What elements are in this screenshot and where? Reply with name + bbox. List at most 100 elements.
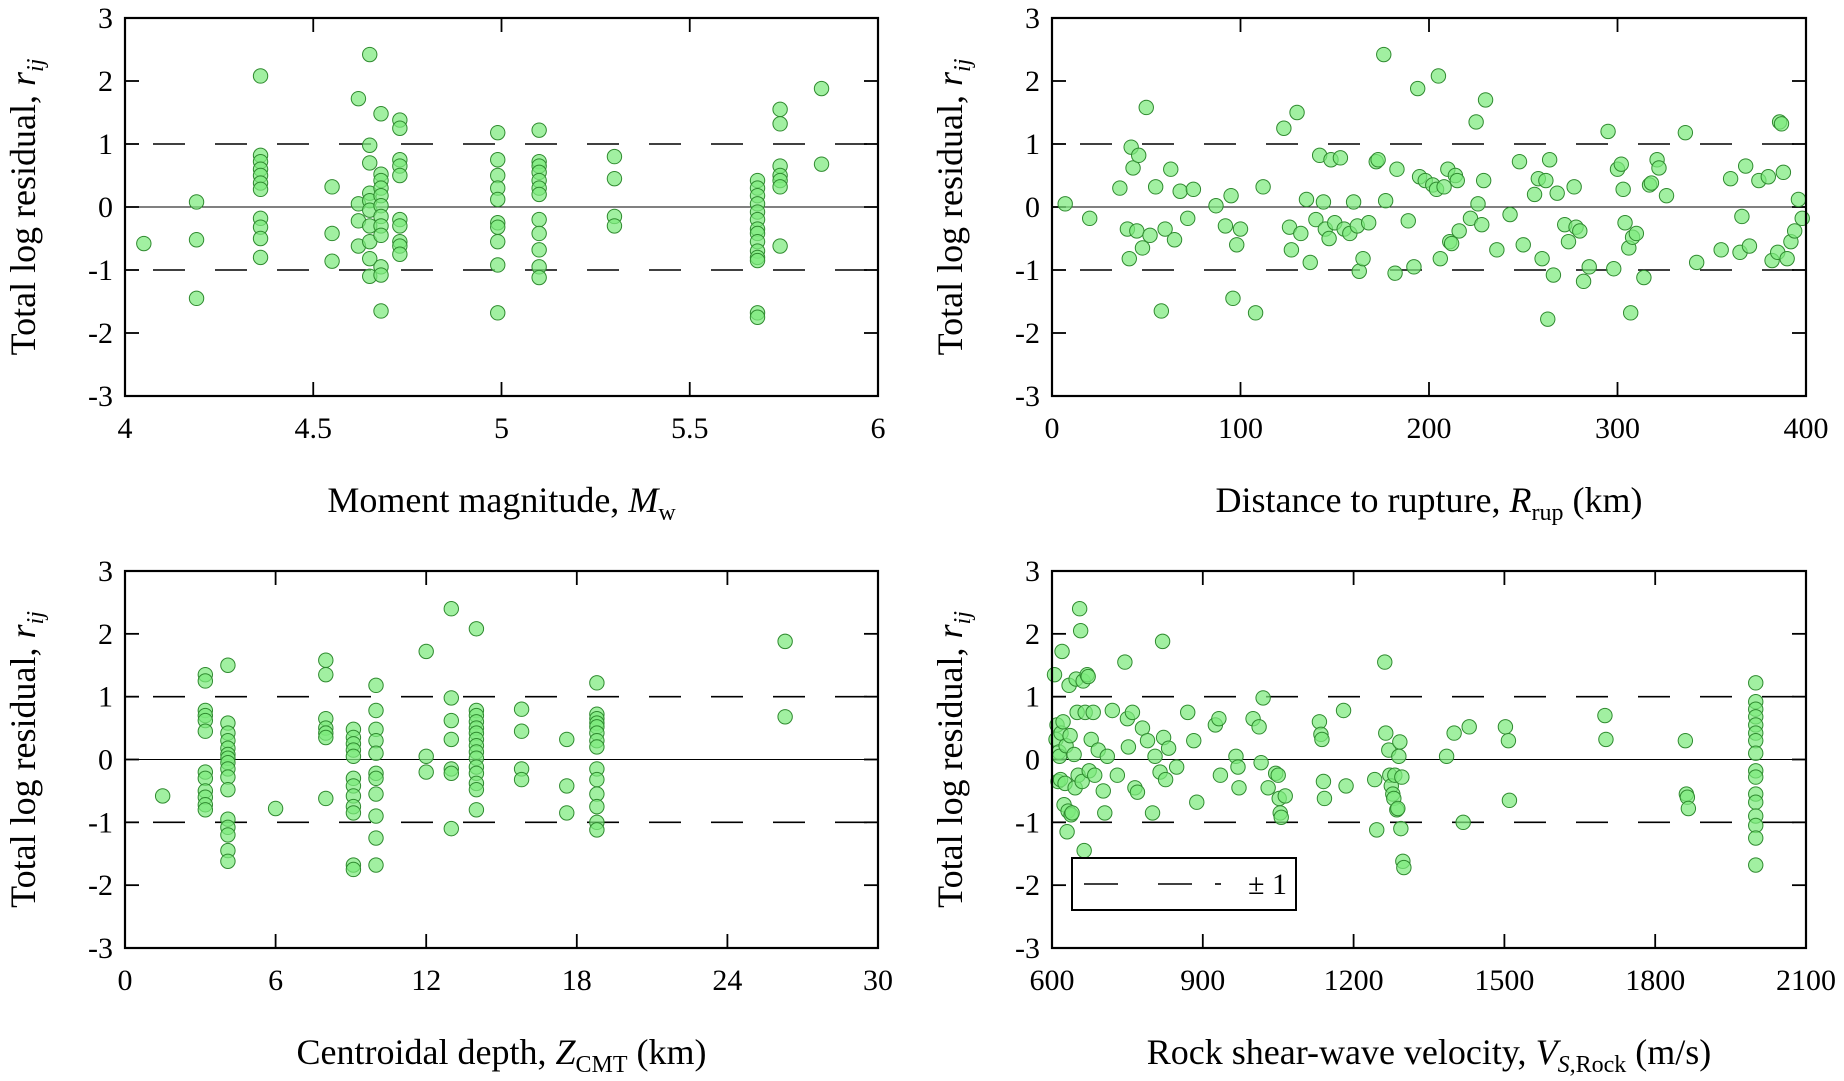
data-point: [368, 770, 384, 787]
data-point: [188, 290, 205, 307]
x-tick-label: 0: [1045, 412, 1060, 445]
data-point: [531, 186, 547, 203]
y-tick-label: 0: [1025, 191, 1040, 224]
data-point: [443, 820, 459, 837]
y-tick-label: 1: [1025, 681, 1040, 714]
data-point: [1474, 216, 1490, 233]
data-point: [589, 771, 605, 788]
data-point: [1636, 269, 1652, 286]
data-point: [252, 230, 269, 247]
data-point: [1406, 259, 1422, 275]
x-tick-label: 4: [118, 412, 133, 445]
data-point: [220, 827, 236, 843]
panel-magnitude: 4 4.5 5 5.5 6 -3 -2 -1 0 1 2 3 Moment magnitude, Mw T…: [3, 2, 886, 526]
data-point: [1316, 790, 1333, 807]
data-point: [1153, 303, 1170, 319]
data-point: [1534, 250, 1550, 267]
data-point: [318, 652, 334, 668]
panel-distance: 0 100 200 300 400 -3 -2 -1 0 1 2 3 Distance to ruptu…: [930, 2, 1829, 526]
data-point: [318, 790, 334, 807]
data-point: [589, 675, 605, 691]
data-point: [589, 822, 605, 838]
data-point: [1315, 773, 1332, 790]
x-tick-label: 1800: [1625, 964, 1685, 997]
x-tick-label: 4.5: [295, 412, 333, 445]
data-point: [606, 170, 623, 187]
data-point: [1059, 824, 1075, 840]
data-point: [392, 120, 408, 136]
legend: ± 1: [1071, 857, 1297, 911]
data-point: [1760, 169, 1777, 185]
data-point: [1378, 725, 1394, 741]
data-point: [197, 673, 214, 689]
y-axis-label: Total log residual, rij: [930, 58, 976, 355]
data-point: [749, 309, 766, 325]
data-point: [1572, 223, 1588, 239]
data-point: [1489, 242, 1505, 258]
data-point: [1072, 622, 1089, 639]
data-point: [1400, 213, 1416, 229]
data-point: [1545, 267, 1562, 283]
data-point: [1308, 211, 1324, 228]
data-point: [188, 232, 205, 248]
data-point: [220, 853, 236, 869]
data-point: [1393, 820, 1409, 837]
data-point: [1109, 767, 1126, 783]
data-point: [267, 800, 284, 817]
data-point: [1436, 179, 1452, 195]
data-point: [1082, 210, 1098, 227]
data-point: [197, 802, 214, 818]
data-point: [513, 723, 530, 739]
data-point: [1154, 633, 1171, 650]
y-tick-label: -2: [1015, 317, 1040, 350]
data-point: [1617, 215, 1633, 231]
data-point: [1217, 218, 1234, 234]
data-point: [1293, 225, 1309, 242]
y-tick-label: 0: [98, 744, 113, 777]
data-point: [1748, 675, 1764, 691]
data-point: [1432, 250, 1449, 267]
x-tick-label: 200: [1407, 412, 1452, 445]
data-point: [1501, 792, 1518, 809]
data-point: [1643, 175, 1660, 191]
data-point: [1255, 179, 1271, 195]
data-point: [197, 723, 214, 739]
y-tick-label: -2: [1015, 869, 1040, 902]
y-tick-label: 2: [1025, 618, 1040, 651]
data-point: [1160, 740, 1177, 756]
plot-frame: [123, 569, 880, 950]
data-point: [1208, 198, 1224, 214]
data-point: [368, 808, 384, 824]
data-point: [559, 778, 575, 794]
data-point: [1713, 242, 1729, 258]
data-point: [1062, 727, 1078, 744]
data-point: [1229, 237, 1245, 253]
data-point: [1231, 780, 1247, 796]
data-point: [589, 739, 605, 755]
data-point: [1722, 170, 1739, 187]
data-point: [468, 621, 485, 637]
data-point: [1276, 120, 1292, 136]
data-point: [1338, 778, 1354, 794]
data-point: [154, 788, 171, 804]
data-point: [1083, 731, 1099, 748]
data-point: [252, 68, 269, 84]
data-point: [1541, 152, 1558, 168]
data-point: [1131, 147, 1147, 164]
data-point: [1066, 746, 1082, 763]
data-point: [362, 137, 378, 153]
data-point: [1560, 233, 1577, 250]
data-point: [1786, 223, 1803, 239]
data-point: [1283, 242, 1300, 258]
y-tick-label: 2: [98, 65, 113, 98]
data-point: [1147, 179, 1164, 195]
data-point: [1085, 704, 1101, 721]
data-point: [1138, 99, 1154, 116]
y-tick-label: 3: [98, 555, 113, 588]
data-point: [1369, 822, 1385, 838]
data-point: [1230, 759, 1246, 775]
data-point: [772, 101, 788, 118]
data-point: [1314, 731, 1330, 748]
data-point: [1168, 759, 1185, 775]
x-tick-label: 6: [871, 412, 886, 445]
